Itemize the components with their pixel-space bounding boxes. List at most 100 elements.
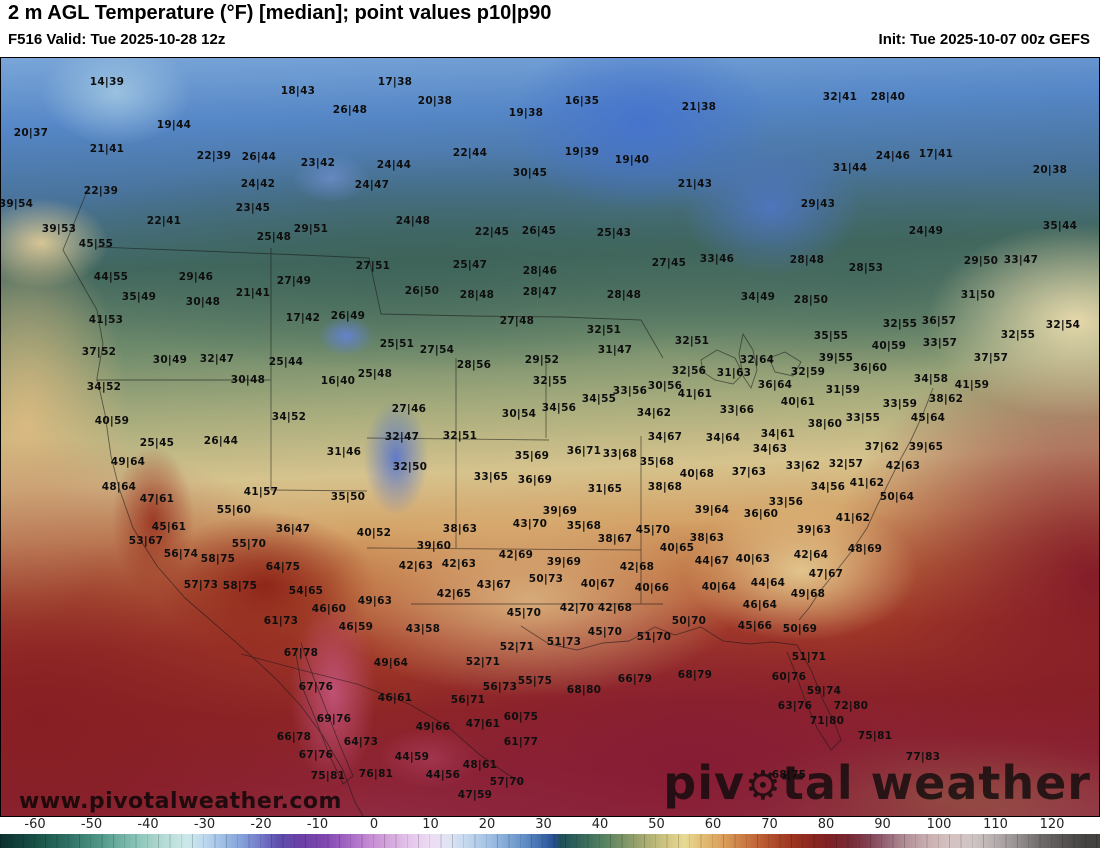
point-value: 61|73	[263, 615, 299, 627]
point-value: 27|54	[419, 344, 455, 356]
colorbar-tick: 120	[1039, 817, 1065, 832]
point-value: 22|39	[196, 150, 232, 162]
point-value: 38|63	[689, 532, 725, 544]
point-value: 32|51	[442, 430, 478, 442]
point-value: 21|43	[677, 178, 713, 190]
point-value: 24|49	[908, 225, 944, 237]
point-value: 28|47	[522, 286, 558, 298]
point-value: 47|67	[808, 568, 844, 580]
point-value: 37|57	[973, 352, 1009, 364]
valid-time-label: F516 Valid: Tue 2025-10-28 12z	[8, 31, 226, 48]
point-value: 55|75	[517, 675, 553, 687]
colorbar-tick: 100	[926, 817, 952, 832]
point-value: 63|76	[777, 700, 813, 712]
point-value: 54|65	[288, 585, 324, 597]
point-value: 25|45	[139, 437, 175, 449]
point-value: 42|70	[559, 602, 595, 614]
point-value: 28|46	[522, 265, 558, 277]
colorbar-tick: 30	[535, 817, 552, 832]
point-value: 51|73	[546, 636, 582, 648]
point-value: 41|59	[954, 379, 990, 391]
point-value: 26|49	[330, 310, 366, 322]
point-value: 27|49	[276, 275, 312, 287]
point-value: 34|67	[647, 431, 683, 443]
colorbar-tick: 40	[591, 817, 609, 832]
point-value: 48|61	[462, 759, 498, 771]
point-value: 34|62	[636, 407, 672, 419]
great-lake-michigan	[738, 332, 758, 390]
point-value: 41|61	[677, 388, 713, 400]
point-value: 40|64	[701, 581, 737, 593]
point-value: 45|70	[635, 524, 671, 536]
point-value: 35|68	[566, 520, 602, 532]
point-value: 46|60	[311, 603, 347, 615]
point-value: 69|76	[316, 713, 352, 725]
point-value: 41|57	[243, 486, 279, 498]
point-value: 33|62	[785, 460, 821, 472]
point-value: 25|43	[596, 227, 632, 239]
point-value: 60|76	[771, 671, 807, 683]
point-value: 45|70	[587, 626, 623, 638]
point-value: 39|69	[546, 556, 582, 568]
point-value: 16|35	[564, 95, 600, 107]
point-value: 33|47	[1003, 254, 1039, 266]
point-value: 75|81	[857, 730, 893, 742]
point-value: 77|83	[905, 751, 941, 763]
point-value: 58|75	[222, 580, 258, 592]
point-value: 35|44	[1042, 220, 1078, 232]
point-value: 25|48	[357, 368, 393, 380]
point-value: 66|79	[617, 673, 653, 685]
point-value: 31|65	[587, 483, 623, 495]
point-value: 56|73	[482, 681, 518, 693]
point-value: 36|69	[517, 474, 553, 486]
colorbar: -60 -50 -40 -30 -20 -10 0 10 20 30 40 50 60 70 80 90 100…	[0, 817, 1100, 850]
point-value: 53|67	[128, 535, 164, 547]
point-value: 45|66	[737, 620, 773, 632]
point-value: 34|64	[705, 432, 741, 444]
point-value: 44|55	[93, 271, 129, 283]
point-value: 29|52	[524, 354, 560, 366]
colorbar-tick-labels: -60 -50 -40 -30 -20 -10 0 10 20 30 40 50 60 70 80 90 100…	[0, 817, 1100, 833]
point-value: 29|51	[293, 223, 329, 235]
point-value: 19|38	[508, 107, 544, 119]
point-value: 36|71	[566, 445, 602, 457]
point-value: 46|59	[338, 621, 374, 633]
colorbar-tick: -50	[80, 817, 103, 832]
colorbar-tick: 10	[422, 817, 439, 832]
point-value: 68|75	[771, 769, 807, 781]
colorbar-tick: 60	[704, 817, 722, 832]
point-value: 71|80	[809, 715, 845, 727]
point-value: 28|50	[793, 294, 829, 306]
point-value: 32|57	[828, 458, 864, 470]
point-value: 39|54	[0, 198, 34, 210]
point-value: 32|47	[384, 431, 420, 443]
point-value: 50|69	[782, 623, 818, 635]
point-value: 32|55	[532, 375, 568, 387]
point-value: 14|39	[89, 76, 125, 88]
point-value: 33|55	[845, 412, 881, 424]
point-value: 40|68	[679, 468, 715, 480]
point-value: 30|48	[230, 374, 266, 386]
point-value: 57|73	[183, 579, 219, 591]
point-value: 31|50	[960, 289, 996, 301]
point-value: 19|44	[156, 119, 192, 131]
point-value: 24|46	[875, 150, 911, 162]
point-value: 32|51	[586, 324, 622, 336]
us-canada-border	[96, 246, 664, 359]
point-value: 64|75	[265, 561, 301, 573]
point-value: 30|45	[512, 167, 548, 179]
point-value: 27|51	[355, 260, 391, 272]
point-value: 43|70	[512, 518, 548, 530]
point-value: 40|63	[735, 553, 771, 565]
west-coastline	[62, 185, 364, 816]
colorbar-gradient	[0, 834, 1100, 848]
point-value: 64|73	[343, 736, 379, 748]
point-value: 39|60	[416, 540, 452, 552]
colorbar-tick: 50	[648, 817, 665, 832]
gear-icon: ⚙	[744, 763, 782, 809]
point-value: 68|80	[566, 684, 602, 696]
point-value: 20|38	[417, 95, 453, 107]
point-value: 46|61	[377, 692, 413, 704]
point-value: 56|74	[163, 548, 199, 560]
